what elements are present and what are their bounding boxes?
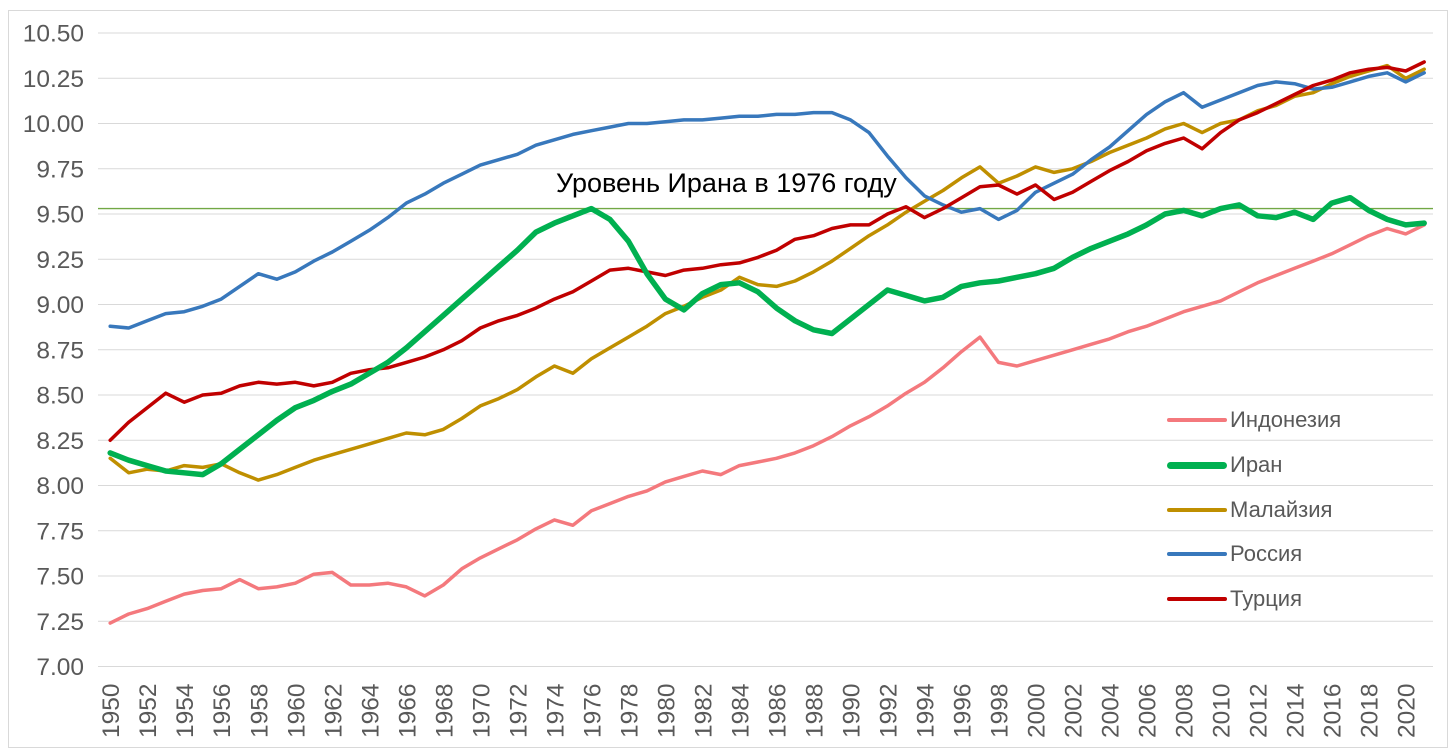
y-tick-label: 9.25 (36, 247, 84, 274)
x-tick-label: 2004 (1098, 683, 1125, 738)
x-tick-label: 1962 (320, 683, 347, 738)
x-tick-label: 2020 (1394, 683, 1421, 738)
x-tick-label: 1968 (431, 683, 458, 738)
legend-swatch-indonesia (1167, 418, 1227, 423)
series-line-Индонезия[interactable] (108, 223, 1426, 625)
series-line-Турция[interactable] (108, 60, 1426, 443)
x-tick-label: 1974 (542, 683, 569, 738)
legend-label-malaysia: Малайзия (1230, 496, 1333, 522)
x-tick-label: 1966 (394, 683, 421, 738)
x-tick-label: 1980 (653, 683, 680, 738)
legend-label-turkey: Турция (1230, 586, 1302, 612)
legend-label-indonesia: Индонезия (1230, 407, 1342, 433)
series-line-Россия[interactable] (108, 71, 1426, 330)
x-tick-label: 1988 (801, 683, 828, 738)
x-tick-label: 1964 (357, 683, 384, 738)
x-tick-label: 1956 (209, 683, 236, 738)
y-tick-label: 10.00 (23, 111, 84, 138)
legend-label-russia: Россия (1230, 541, 1303, 567)
legend-item-malaysia[interactable]: Малайзия (1167, 487, 1417, 532)
y-tick-label: 9.50 (36, 202, 84, 229)
y-tick-label: 8.50 (36, 383, 84, 410)
x-tick-label: 2010 (1209, 683, 1236, 738)
y-tick-label: 10.25 (23, 66, 84, 93)
y-tick-label: 7.50 (36, 564, 84, 591)
series-line-Иран[interactable] (107, 194, 1427, 478)
x-tick-label: 1976 (579, 683, 606, 738)
x-tick-label: 2014 (1283, 683, 1310, 738)
x-tick-label: 2000 (1024, 683, 1051, 738)
series-line-Малайзия[interactable] (108, 63, 1426, 482)
y-tick-label: 9.00 (36, 292, 84, 319)
legend-item-indonesia[interactable]: Индонезия (1167, 398, 1417, 443)
y-tick-label: 9.75 (36, 156, 84, 183)
x-tick-label: 2002 (1061, 683, 1088, 738)
x-tick-label: 1996 (950, 683, 977, 738)
x-axis-labels: 1950 1952 1954 1956 1958 1960 1962 1964 1966 1968… (98, 683, 1420, 738)
legend: Индонезия Иран Малайзия Россия Турция (1167, 398, 1417, 621)
x-tick-label: 2012 (1246, 683, 1273, 738)
x-tick-label: 1978 (616, 683, 643, 738)
y-tick-label: 10.50 (23, 21, 84, 48)
x-tick-label: 1960 (283, 683, 310, 738)
x-tick-label: 2018 (1357, 683, 1384, 738)
x-tick-label: 2006 (1135, 683, 1162, 738)
legend-swatch-iran (1167, 461, 1227, 469)
x-tick-label: 1990 (838, 683, 865, 738)
x-tick-label: 1954 (172, 683, 199, 738)
y-tick-label: 7.00 (36, 654, 84, 681)
x-tick-label: 1984 (727, 683, 754, 738)
x-tick-label: 1958 (246, 683, 273, 738)
legend-swatch-turkey (1167, 597, 1227, 602)
legend-swatch-malaysia (1167, 507, 1227, 512)
x-tick-label: 1986 (764, 683, 791, 738)
y-tick-label: 8.75 (36, 337, 84, 364)
legend-item-turkey[interactable]: Турция (1167, 577, 1417, 622)
x-tick-label: 1952 (135, 683, 162, 738)
y-tick-label: 8.00 (36, 473, 84, 500)
x-tick-label: 1982 (690, 683, 717, 738)
y-tick-label: 7.25 (36, 609, 84, 636)
x-tick-label: 1950 (98, 683, 125, 738)
y-tick-label: 8.25 (36, 428, 84, 455)
y-tick-label: 7.75 (36, 518, 84, 545)
x-tick-label: 1970 (468, 683, 495, 738)
y-axis-labels: 10.50 10.25 10.00 9.75 9.50 9.25 9.00 8.75 8.50 8… (23, 21, 84, 682)
x-tick-label: 2016 (1320, 683, 1347, 738)
x-tick-label: 1994 (913, 683, 940, 738)
iran-1976-annotation[interactable]: Уровень Ирана в 1976 году (556, 168, 897, 198)
x-tick-label: 1998 (987, 683, 1014, 738)
series-lines (107, 60, 1427, 625)
legend-item-iran[interactable]: Иран (1167, 443, 1417, 488)
x-tick-label: 2008 (1172, 683, 1199, 738)
legend-label-iran: Иран (1230, 452, 1283, 478)
x-tick-label: 1992 (875, 683, 902, 738)
legend-swatch-russia (1167, 552, 1227, 557)
legend-item-russia[interactable]: Россия (1167, 532, 1417, 577)
x-tick-label: 1972 (505, 683, 532, 738)
